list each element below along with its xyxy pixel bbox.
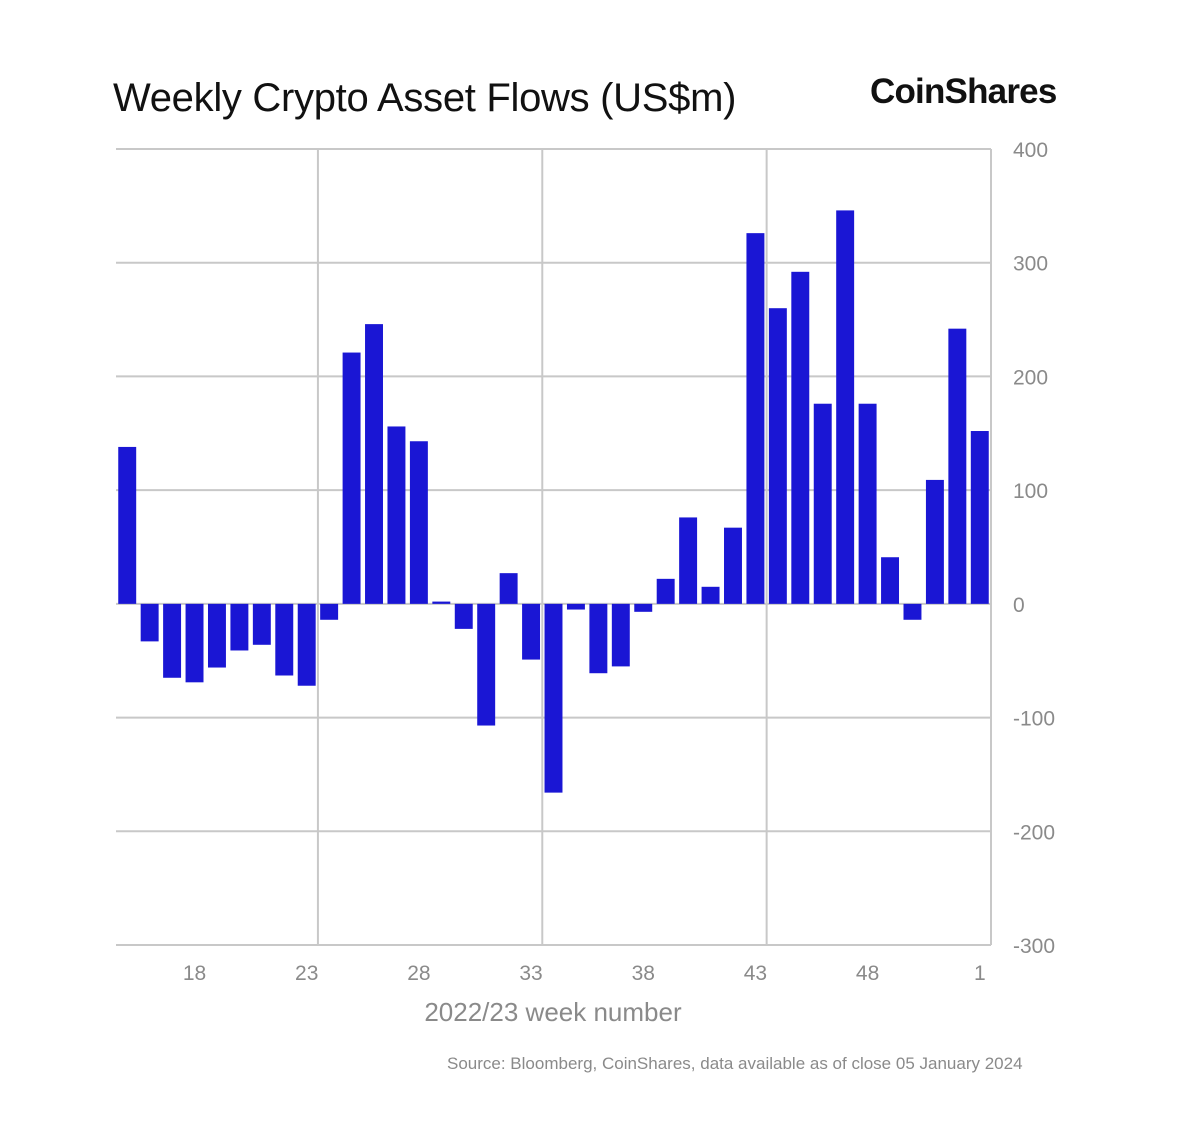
- x-tick-label: 38: [632, 962, 655, 985]
- x-tick-label: 48: [856, 962, 879, 985]
- coinshares-logo: CoinShares: [870, 72, 1057, 111]
- bar-week-48: [858, 403, 877, 604]
- bar-week-45: [791, 271, 810, 604]
- bar-week-26: [365, 324, 383, 604]
- bar-week-52: [948, 328, 967, 604]
- bar-week-35: [566, 603, 585, 610]
- bar-week-47: [836, 210, 855, 604]
- bar-week-25: [342, 352, 361, 604]
- x-axis-label: 2022/23 week number: [424, 997, 682, 1027]
- y-tick-label: 400: [1013, 139, 1048, 162]
- y-tick-label: 0: [1013, 594, 1025, 617]
- bar-week-1: [970, 431, 989, 604]
- bar-week-18: [185, 603, 204, 683]
- bar-week-36: [589, 603, 608, 674]
- bar-week-44: [768, 308, 787, 604]
- bar-week-15: [118, 446, 137, 604]
- bar-week-16: [140, 603, 159, 642]
- x-tick-label: 28: [407, 962, 430, 985]
- x-tick-label: 1: [974, 962, 986, 985]
- y-tick-label: 300: [1013, 253, 1048, 276]
- x-axis-ticks: 18 23 28 33 38 43 48 1: [183, 962, 986, 985]
- bar-week-46: [813, 403, 832, 604]
- bar-week-33: [522, 603, 541, 660]
- y-tick-label: 200: [1013, 366, 1048, 389]
- bar-week-23: [297, 603, 316, 686]
- bar-week-39: [656, 578, 675, 604]
- bar-week-21: [252, 603, 271, 645]
- bar-week-32: [499, 573, 518, 604]
- x-tick-label: 33: [519, 962, 542, 985]
- bar-week-30: [454, 603, 473, 629]
- bar-week-20: [230, 603, 249, 651]
- y-axis-ticks: 400 300 200 100 0 -100 -200 -300: [1013, 139, 1055, 958]
- bar-week-50: [903, 603, 922, 620]
- bar-week-22: [275, 603, 294, 676]
- bar-week-19: [207, 603, 226, 668]
- source-note: Source: Bloomberg, CoinShares, data avai…: [447, 1054, 1023, 1073]
- y-tick-label: 100: [1013, 480, 1048, 503]
- bar-week-37: [611, 603, 630, 667]
- bar-week-17: [163, 603, 182, 678]
- bar-week-40: [679, 517, 698, 604]
- bar-week-29: [432, 601, 451, 604]
- bar-week-51: [925, 479, 944, 604]
- chart-title: Weekly Crypto Asset Flows (US$m): [113, 76, 737, 120]
- y-tick-label: -300: [1013, 935, 1055, 958]
- y-tick-label: -100: [1013, 708, 1055, 731]
- bar-week-41: [701, 586, 720, 604]
- x-tick-label: 18: [183, 962, 206, 985]
- bar-week-43: [746, 233, 765, 604]
- bar-week-24: [320, 603, 339, 620]
- bar-week-27: [387, 426, 406, 604]
- bar-week-31: [477, 603, 496, 726]
- bar-week-28: [409, 441, 428, 604]
- bar-week-49: [881, 557, 900, 604]
- x-tick-label: 43: [744, 962, 767, 985]
- x-tick-label: 23: [295, 962, 318, 985]
- bar-series: [118, 210, 989, 793]
- bar-week-42: [724, 527, 742, 604]
- bar-week-38: [634, 603, 653, 612]
- bar-week-34: [544, 603, 563, 793]
- y-tick-label: -200: [1013, 821, 1055, 844]
